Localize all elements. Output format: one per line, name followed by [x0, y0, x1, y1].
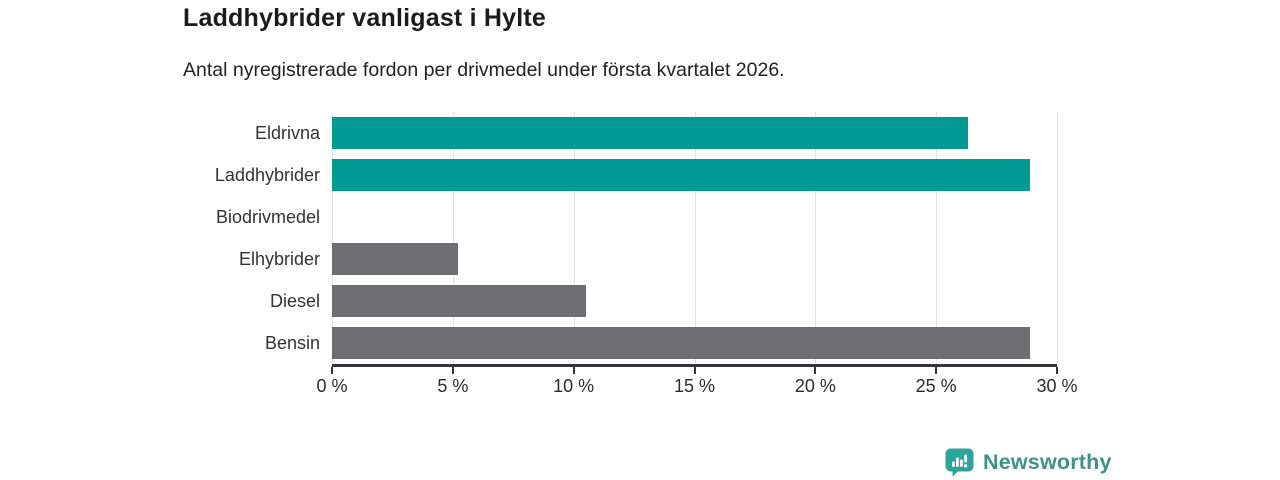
- x-tick-label: 15 %: [673, 376, 716, 396]
- gridline: [936, 112, 938, 364]
- x-tick-label: 0 %: [316, 376, 348, 396]
- x-tick: [693, 367, 696, 374]
- x-tick-label: 5 %: [437, 376, 469, 396]
- x-tick-label: 20 %: [794, 376, 836, 396]
- category-label: Elhybrider: [238, 249, 320, 269]
- category-label: Bensin: [264, 333, 320, 353]
- x-tick-label: 30 %: [1036, 376, 1078, 396]
- chart-title: Laddhybrider vanligast i Hylte: [183, 4, 547, 32]
- gridline: [573, 112, 575, 364]
- newsworthy-logo: Newsworthy: [944, 446, 1112, 478]
- x-tick: [451, 367, 454, 374]
- plot-area: [332, 112, 1058, 367]
- bar-laddhybrider: [332, 159, 1031, 191]
- x-tick: [331, 367, 333, 374]
- newsworthy-logo-text: Newsworthy: [983, 449, 1112, 474]
- category-label: Diesel: [269, 291, 320, 311]
- bar-elhybrider: [332, 243, 458, 275]
- gridline: [815, 112, 817, 364]
- x-tick-label: 25 %: [915, 376, 957, 396]
- x-tick-label: 10 %: [553, 376, 595, 396]
- x-tick: [1056, 367, 1058, 374]
- bar-bensin: [332, 327, 1031, 359]
- x-axis: 0 % 5 % 10 % 15 % 20 % 25 % 30 %: [316, 367, 1078, 407]
- x-tick: [572, 367, 575, 374]
- bar-diesel: [332, 285, 586, 317]
- gridline: [452, 112, 454, 364]
- gridline: [332, 112, 333, 364]
- y-axis-labels: Eldrivna Laddhybrider Biodrivmedel Elhybrid…: [0, 112, 320, 364]
- newsworthy-logo-icon: [944, 447, 975, 478]
- category-label: Laddhybrider: [214, 165, 320, 185]
- x-tick: [814, 367, 817, 374]
- category-label: Biodrivmedel: [215, 207, 320, 227]
- chart-subtitle: Antal nyregistrerade fordon per drivmede…: [183, 59, 785, 81]
- gridline: [1057, 112, 1058, 364]
- bar-eldrivna: [332, 117, 968, 149]
- x-tick: [935, 367, 938, 374]
- gridline: [694, 112, 696, 364]
- category-label: Eldrivna: [254, 123, 320, 143]
